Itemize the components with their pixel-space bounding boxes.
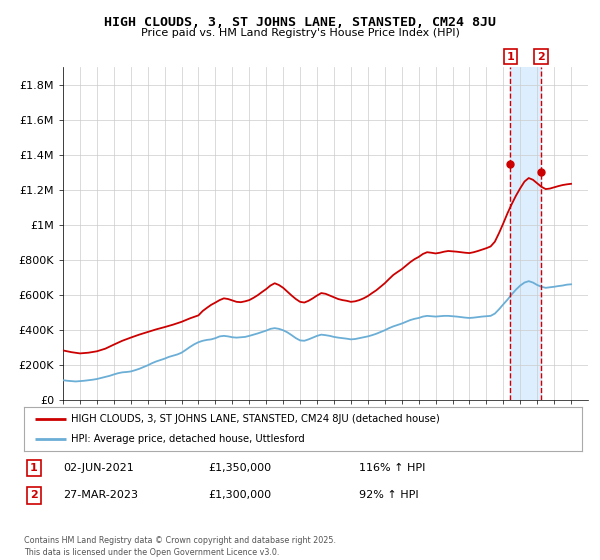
- Text: 27-MAR-2023: 27-MAR-2023: [63, 491, 138, 501]
- Text: £1,300,000: £1,300,000: [208, 491, 271, 501]
- Text: 116% ↑ HPI: 116% ↑ HPI: [359, 463, 425, 473]
- Text: HIGH CLOUDS, 3, ST JOHNS LANE, STANSTED, CM24 8JU: HIGH CLOUDS, 3, ST JOHNS LANE, STANSTED,…: [104, 16, 496, 29]
- Text: 2: 2: [30, 491, 38, 501]
- Text: 1: 1: [30, 463, 38, 473]
- Text: 92% ↑ HPI: 92% ↑ HPI: [359, 491, 418, 501]
- Text: Price paid vs. HM Land Registry's House Price Index (HPI): Price paid vs. HM Land Registry's House …: [140, 28, 460, 38]
- Bar: [511, 67, 541, 400]
- Text: 02-JUN-2021: 02-JUN-2021: [63, 463, 134, 473]
- Text: £1,350,000: £1,350,000: [208, 463, 271, 473]
- Text: 2: 2: [537, 52, 545, 62]
- Text: HPI: Average price, detached house, Uttlesford: HPI: Average price, detached house, Uttl…: [71, 434, 305, 444]
- Text: Contains HM Land Registry data © Crown copyright and database right 2025.
This d: Contains HM Land Registry data © Crown c…: [24, 536, 336, 557]
- Text: 1: 1: [506, 52, 514, 62]
- Text: HIGH CLOUDS, 3, ST JOHNS LANE, STANSTED, CM24 8JU (detached house): HIGH CLOUDS, 3, ST JOHNS LANE, STANSTED,…: [71, 414, 440, 424]
